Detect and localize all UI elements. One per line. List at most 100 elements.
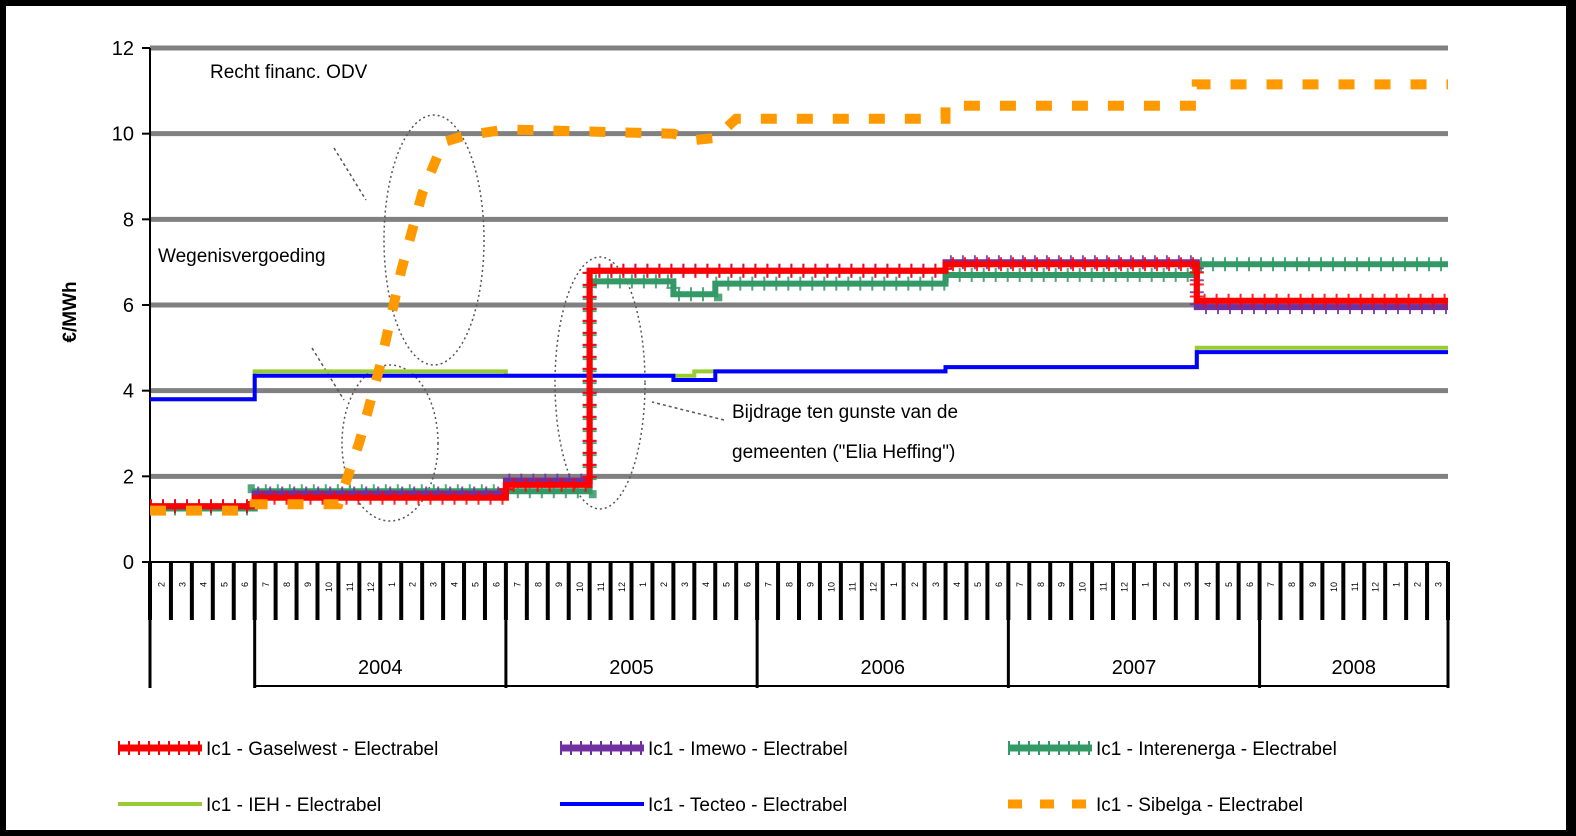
legend-label-3: Ic1 - IEH - Electrabel [206, 795, 381, 816]
x-month-label: 10 [826, 582, 836, 592]
annotation-odv: Recht financ. ODV [210, 62, 368, 83]
annotations: Recht financ. ODV Wegenisvergoeding Bijd… [158, 62, 958, 463]
y-tick-label-2: 2 [123, 466, 134, 488]
x-axis: 2 3 4 5 6 7 8 9 10 11 12 1 2 3 4 5 6 7 8 9 10 11 12 1 2 3 4 5 6 7 8 9 10… [148, 561, 1450, 688]
x-month-label: 9 [805, 582, 815, 587]
x-month-label: 10 [1078, 582, 1088, 592]
x-month-label: 3 [680, 582, 690, 587]
x-month-label: 12 [617, 582, 627, 592]
y-axis: 0 2 4 6 8 10 12 [112, 38, 151, 574]
x-month-label: 4 [198, 582, 208, 587]
x-month-label: 11 [847, 582, 857, 591]
legend: Ic1 - Gaselwest - Electrabel Ic1 - Imewo … [118, 739, 1337, 816]
x-month-label: 3 [177, 582, 187, 587]
x-month-label: 3 [429, 582, 439, 587]
y-tick-label-8: 8 [123, 209, 134, 231]
x-month-label: 2 [156, 582, 166, 587]
y-tick-label-10: 10 [112, 124, 134, 146]
legend-label-1: Ic1 - Imewo - Electrabel [648, 739, 848, 760]
x-month-label: 9 [1308, 582, 1318, 587]
x-month-label: 5 [471, 582, 481, 587]
series-lines [150, 79, 1448, 516]
x-month-label: 1 [387, 582, 397, 587]
x-month-label: 1 [889, 582, 899, 587]
x-month-label: 11 [1099, 582, 1109, 591]
annotation-wegenis: Wegenisvergoeding [158, 246, 326, 267]
x-month-label: 4 [1203, 582, 1213, 587]
x-month-label: 8 [1287, 582, 1297, 587]
x-month-label: 9 [554, 582, 564, 587]
x-month-label: 11 [345, 582, 355, 591]
x-month-label: 4 [701, 582, 711, 587]
x-month-label: 5 [973, 582, 983, 587]
x-month-label: 1 [1392, 582, 1402, 587]
legend-label-5: Ic1 - Sibelga - Electrabel [1096, 795, 1303, 816]
x-month-label: 10 [324, 582, 334, 592]
series-line-4 [150, 350, 1448, 402]
x-month-label: 6 [491, 582, 501, 587]
x-month-label: 12 [1371, 582, 1381, 592]
arrow-elia [651, 401, 725, 421]
x-month-label: 4 [450, 582, 460, 587]
x-month-label: 6 [240, 582, 250, 587]
x-month-label: 7 [1266, 582, 1276, 587]
annotation-elia-1: Bijdrage ten gunste van de [732, 402, 958, 423]
x-month-label: 2 [659, 582, 669, 587]
x-month-label: 7 [512, 582, 522, 587]
x-month-label: 2 [408, 582, 418, 587]
arrow-odv [333, 147, 367, 201]
y-tick-label-4: 4 [123, 381, 134, 403]
x-month-label: 2 [1161, 582, 1171, 587]
x-month-label: 7 [764, 582, 774, 587]
x-month-label: 3 [931, 582, 941, 587]
x-month-label: 12 [868, 582, 878, 592]
x-year-label-2007: 2007 [1112, 657, 1157, 679]
x-month-label: 2 [910, 582, 920, 587]
legend-label-2: Ic1 - Interenerga - Electrabel [1096, 739, 1337, 760]
y-tick-label-6: 6 [123, 295, 134, 317]
x-month-label: 4 [952, 582, 962, 587]
ellipse-sibelga-jump [383, 114, 485, 366]
x-month-label: 2 [1413, 582, 1423, 587]
x-month-label: 6 [743, 582, 753, 587]
annotation-elia-2: gemeenten ("Elia Heffing") [732, 442, 955, 463]
x-month-label: 5 [722, 582, 732, 587]
x-month-label: 6 [994, 582, 1004, 587]
x-month-label: 12 [1120, 582, 1130, 592]
x-year-label-2005: 2005 [609, 657, 654, 679]
x-year-label-2004: 2004 [358, 657, 403, 679]
x-month-label: 12 [366, 582, 376, 592]
ellipse-2005-jump [554, 256, 646, 510]
x-month-label: 10 [1329, 582, 1339, 592]
x-year-label-2008: 2008 [1332, 657, 1377, 679]
x-month-label: 3 [1182, 582, 1192, 587]
y-tick-label-12: 12 [112, 38, 134, 60]
annotation-ellipses [311, 114, 725, 522]
x-month-label: 1 [638, 582, 648, 587]
x-month-label: 6 [1245, 582, 1255, 587]
x-month-label: 5 [219, 582, 229, 587]
ellipse-2004-lower [341, 364, 439, 522]
series-line-5 [150, 79, 1448, 516]
x-month-label: 8 [1036, 582, 1046, 587]
y-axis-label: €/MWh [60, 281, 81, 342]
legend-label-0: Ic1 - Gaselwest - Electrabel [206, 739, 438, 760]
x-month-label: 11 [1350, 582, 1360, 591]
x-year-label-2006: 2006 [860, 657, 905, 679]
x-month-label: 5 [1224, 582, 1234, 587]
x-month-label: 9 [303, 582, 313, 587]
x-month-label: 8 [533, 582, 543, 587]
x-month-label: 9 [1057, 582, 1067, 587]
legend-label-4: Ic1 - Tecteo - Electrabel [648, 795, 847, 816]
x-month-label: 10 [575, 582, 585, 592]
x-month-label: 7 [1015, 582, 1025, 587]
x-month-label: 8 [785, 582, 795, 587]
x-month-label: 7 [261, 582, 271, 587]
x-month-label: 8 [282, 582, 292, 587]
x-month-label: 1 [1140, 582, 1150, 587]
x-month-label: 3 [1434, 582, 1444, 587]
y-tick-label-0: 0 [123, 552, 134, 574]
x-month-label: 11 [596, 582, 606, 591]
